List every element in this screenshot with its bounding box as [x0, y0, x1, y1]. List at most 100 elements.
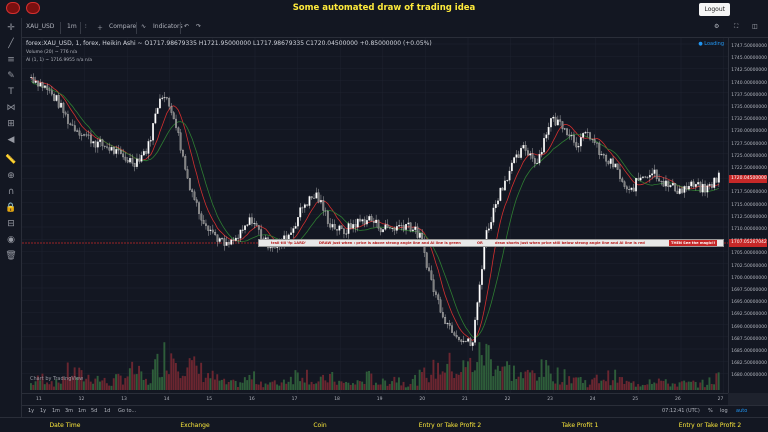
- volume-bar: [372, 385, 375, 390]
- interval-select[interactable]: 1m: [67, 23, 77, 30]
- candle-body: [159, 98, 161, 109]
- volume-bar: [207, 373, 209, 390]
- candle-body: [398, 225, 401, 227]
- loading-indicator: ● Loading: [698, 41, 724, 47]
- candlestick-chart: [22, 38, 728, 393]
- settings-icon[interactable]: ⚙: [714, 23, 720, 30]
- magnet-icon[interactable]: ∩: [7, 187, 15, 197]
- volume-bar: [545, 360, 548, 390]
- redo-icon[interactable]: ↷: [196, 23, 202, 30]
- range-5[interactable]: 1m: [78, 408, 87, 414]
- zoom-icon[interactable]: ⊕: [7, 171, 15, 181]
- log-toggle[interactable]: log: [720, 408, 728, 414]
- candle-body: [198, 202, 200, 214]
- volume-bar: [607, 370, 610, 390]
- price-tick: 1685.00000000: [731, 349, 767, 354]
- crosshair-icon[interactable]: ✛: [7, 23, 15, 33]
- candle-body: [356, 218, 359, 228]
- arrow-left-icon[interactable]: ◀: [7, 135, 15, 145]
- eye-icon[interactable]: ◉: [7, 235, 15, 245]
- candle-body: [207, 225, 210, 231]
- volume-bar: [713, 384, 715, 390]
- logo-icon[interactable]: [6, 2, 20, 14]
- compare-button[interactable]: Compare: [109, 23, 137, 30]
- volume-bar: [368, 370, 370, 390]
- candle-body: [600, 154, 603, 156]
- volume-bar: [660, 380, 663, 390]
- candle-body: [313, 197, 315, 199]
- candle-body: [382, 229, 384, 233]
- candle-body: [483, 246, 486, 270]
- candle-body: [133, 163, 136, 167]
- lock-drawings-icon[interactable]: ⊟: [7, 219, 15, 229]
- trash-icon[interactable]: 🗑: [5, 251, 17, 261]
- candle-body: [115, 149, 118, 154]
- time-axis[interactable]: 11 12 13 14 15 16 17 18 19 20 21 22 23 24 25 26 27: [22, 393, 728, 405]
- candle-body: [163, 97, 166, 99]
- price-tick: 1712.50000000: [731, 214, 767, 220]
- candle-body: [582, 133, 585, 138]
- logout-button[interactable]: Logout: [699, 3, 730, 16]
- banner-part-3: OR: [477, 241, 483, 245]
- goto-button[interactable]: Go to...: [118, 408, 137, 414]
- compare-icon[interactable]: ＋: [97, 25, 104, 32]
- volume-bar: [39, 380, 42, 390]
- percent-toggle[interactable]: %: [708, 408, 713, 414]
- candle-body: [333, 224, 336, 230]
- brush-icon[interactable]: ✎: [7, 71, 15, 81]
- text-icon[interactable]: T: [8, 87, 14, 97]
- volume-bar: [639, 386, 642, 390]
- candle-body: [188, 178, 191, 190]
- candle-body: [481, 269, 483, 285]
- lock-icon[interactable]: 🔒: [5, 203, 17, 213]
- symbol-search[interactable]: XAU_USD: [26, 23, 55, 30]
- range-1[interactable]: 1y: [28, 408, 35, 414]
- volume-bar: [388, 383, 391, 390]
- volume-bar: [653, 382, 656, 390]
- volume-bar: [303, 382, 306, 390]
- ruler-icon[interactable]: 📏: [5, 155, 17, 165]
- logo-icon-secondary[interactable]: [26, 2, 40, 14]
- candle-body: [218, 238, 221, 242]
- chart-type-icon[interactable]: ⫶: [85, 23, 87, 30]
- tradingview-watermark[interactable]: Chart by TradingView: [30, 376, 84, 382]
- volume-bar: [241, 382, 244, 390]
- price-axis[interactable]: 1747.50000000 1745.00000000 1742.50000000 1…: [728, 38, 768, 393]
- time-tick: 20: [419, 397, 426, 402]
- volume-bar: [36, 375, 39, 390]
- horizontal-line-icon[interactable]: ≡: [7, 55, 15, 65]
- snapshot-icon[interactable]: ◫: [752, 23, 758, 30]
- candle-body: [671, 183, 674, 186]
- volume-bar: [312, 384, 315, 390]
- indicators-icon[interactable]: ∿: [141, 23, 147, 30]
- chart-canvas[interactable]: [22, 38, 728, 393]
- range-2[interactable]: 1y: [40, 408, 47, 414]
- candle-body: [653, 169, 656, 174]
- candle-body: [260, 229, 263, 239]
- fib-icon[interactable]: ⊞: [7, 119, 15, 129]
- candle-body: [103, 145, 106, 147]
- range-7[interactable]: 1d: [104, 408, 111, 414]
- range-6[interactable]: 5d: [91, 408, 98, 414]
- trendline-icon[interactable]: ╱: [8, 39, 14, 49]
- volume-bar: [492, 376, 495, 390]
- range-3[interactable]: 1m: [52, 408, 61, 414]
- undo-icon[interactable]: ↶: [184, 23, 190, 30]
- candle-body: [405, 223, 407, 230]
- candle-body: [379, 228, 382, 233]
- candle-body: [329, 223, 332, 228]
- pattern-icon[interactable]: ⋈: [6, 103, 16, 113]
- candle-body: [517, 154, 520, 158]
- auto-toggle[interactable]: auto: [736, 408, 748, 414]
- volume-bar: [101, 380, 104, 390]
- volume-bar: [232, 379, 235, 390]
- fullscreen-icon[interactable]: ⛶: [734, 23, 739, 30]
- candle-body: [106, 146, 108, 148]
- candle-body: [596, 142, 598, 144]
- volume-bar: [646, 384, 649, 390]
- candle-body: [184, 156, 187, 170]
- candle-body: [478, 284, 481, 303]
- range-4[interactable]: 3m: [65, 408, 74, 414]
- indicators-button[interactable]: Indicators: [153, 23, 183, 30]
